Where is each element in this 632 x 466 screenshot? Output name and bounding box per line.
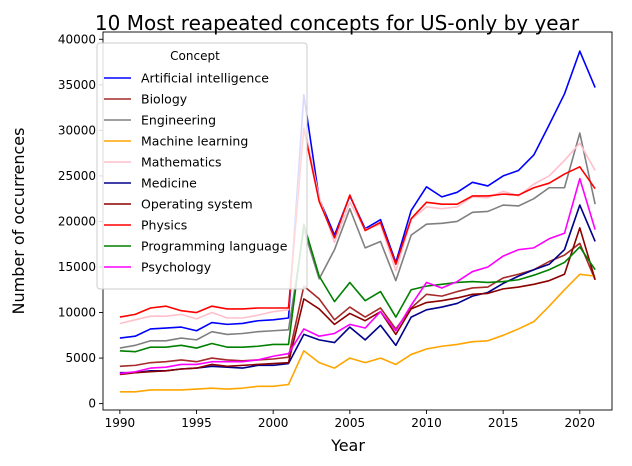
series-line-7 — [119, 127, 596, 318]
legend-entry: Medicine — [141, 176, 197, 191]
legend-entry: Psychology — [141, 260, 212, 275]
y-axis: 0 5000 10000 15000 20000 25000 30000 35000 40000 — [58, 32, 103, 411]
x-tick-label: 1990 — [105, 416, 136, 430]
legend: Concept Artificial intelligence Biology Eng… — [96, 42, 308, 290]
y-tick-label: 5000 — [65, 351, 96, 365]
legend-entry: Engineering — [141, 113, 216, 128]
legend-title: Concept — [170, 49, 220, 63]
x-tick-label: 2000 — [258, 416, 289, 430]
series-line-1 — [119, 242, 596, 368]
x-axis: 1990 1995 2000 2005 2010 2015 2020 — [105, 410, 595, 430]
x-tick-label: 2020 — [565, 416, 596, 430]
x-tick-label: 2005 — [335, 416, 366, 430]
chart-title: 10 Most reapeated concepts for US-only b… — [95, 11, 580, 35]
legend-entry: Biology — [141, 92, 188, 107]
series-line-2 — [119, 132, 596, 349]
y-axis-label: Number of occurrences — [9, 128, 28, 315]
x-axis-label: Year — [330, 436, 365, 455]
legend-entry: Physics — [141, 218, 187, 233]
legend-entry: Artificial intelligence — [141, 71, 269, 86]
y-tick-label: 15000 — [58, 260, 96, 274]
legend-box — [96, 42, 308, 290]
y-tick-label: 0 — [88, 397, 96, 411]
legend-entry: Mathematics — [141, 155, 222, 170]
legend-entry: Machine learning — [141, 134, 248, 149]
y-tick-label: 35000 — [58, 78, 96, 92]
series-line-8 — [119, 223, 596, 353]
series-line-6 — [119, 227, 596, 376]
series-line-3 — [119, 273, 596, 393]
series-line-9 — [119, 177, 596, 375]
x-tick-label: 1995 — [181, 416, 212, 430]
x-tick-label: 2010 — [411, 416, 442, 430]
y-tick-label: 40000 — [58, 32, 96, 46]
y-tick-label: 10000 — [58, 306, 96, 320]
x-tick-label: 2015 — [488, 416, 519, 430]
y-tick-label: 25000 — [58, 169, 96, 183]
legend-entry: Programming language — [141, 239, 288, 254]
y-tick-label: 20000 — [58, 214, 96, 228]
y-tick-label: 30000 — [58, 123, 96, 137]
legend-entry: Operating system — [141, 197, 253, 212]
